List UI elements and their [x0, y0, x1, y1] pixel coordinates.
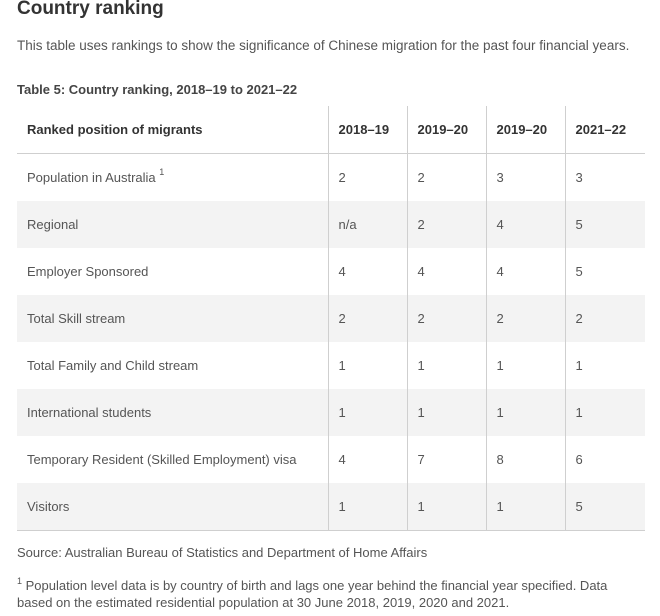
rank-value-cell: 2 — [327, 153, 407, 201]
rank-value-cell: 2 — [406, 153, 486, 201]
page-title: Country ranking — [17, 0, 164, 19]
intro-text: This table uses rankings to show the sig… — [17, 38, 630, 53]
rank-value-cell: 5 — [564, 201, 645, 248]
footnote: 1 Population level data is by country of… — [17, 576, 645, 611]
table-row: Total Skill stream 2 2 2 2 — [17, 295, 645, 342]
source-note: Source: Australian Bureau of Statistics … — [17, 545, 428, 560]
rank-value-cell: 4 — [406, 248, 486, 295]
rank-value-cell: 2 — [485, 295, 565, 342]
rank-value-cell: 1 — [564, 389, 645, 436]
rank-value-cell: 1 — [485, 483, 565, 531]
rank-value-cell: 1 — [485, 389, 565, 436]
table-row: Visitors 1 1 1 5 — [17, 483, 645, 531]
rank-value-cell: 7 — [406, 436, 486, 483]
rank-value-cell: 4 — [485, 201, 565, 248]
row-label: Population in Australia — [27, 170, 156, 185]
header-cell: 2021–22 — [564, 106, 645, 154]
rank-value-cell: 6 — [564, 436, 645, 483]
row-label-cell: Total Family and Child stream — [17, 342, 328, 389]
row-label: Total Family and Child stream — [27, 358, 199, 373]
rank-value-cell: 1 — [406, 389, 486, 436]
rank-value-cell: 5 — [564, 483, 645, 531]
row-label: Total Skill stream — [27, 311, 126, 326]
rank-value-cell: 2 — [406, 295, 486, 342]
rank-value-cell: 1 — [327, 342, 407, 389]
rank-value-cell: 1 — [327, 389, 407, 436]
table-header-row: Ranked position of migrants 2018–19 2019… — [17, 106, 645, 154]
rank-value-cell: 1 — [327, 483, 407, 531]
table-row: Total Family and Child stream 1 1 1 1 — [17, 342, 645, 389]
rank-value-cell: 1 — [406, 483, 486, 531]
rank-value-cell: 2 — [406, 201, 486, 248]
rank-value-cell: 4 — [327, 248, 407, 295]
table-row: International students 1 1 1 1 — [17, 389, 645, 436]
footnote-reference: 1 — [159, 167, 165, 177]
row-label: Regional — [27, 217, 79, 232]
table-body: Population in Australia 1 2 2 3 3 Regional n/a… — [17, 153, 645, 531]
row-label-cell: International students — [17, 389, 328, 436]
footnote-marker: 1 — [17, 576, 23, 586]
rank-value-cell: 1 — [485, 342, 565, 389]
header-cell: 2018–19 — [327, 106, 407, 154]
row-label-cell: Visitors — [17, 483, 328, 531]
rank-value-cell: 4 — [485, 248, 565, 295]
row-label-cell: Temporary Resident (Skilled Employment) … — [17, 436, 328, 483]
rank-value-cell: 3 — [485, 153, 565, 201]
rank-value-cell: 2 — [564, 295, 645, 342]
rank-value-cell: 3 — [564, 153, 645, 201]
row-label-cell: Employer Sponsored — [17, 248, 328, 295]
rank-value-cell: 2 — [327, 295, 407, 342]
rank-value-cell: 1 — [406, 342, 486, 389]
row-label: International students — [27, 405, 152, 420]
header-cell: Ranked position of migrants — [17, 106, 328, 154]
row-label: Temporary Resident (Skilled Employment) … — [27, 452, 297, 467]
rank-value-cell: 1 — [564, 342, 645, 389]
rank-value-cell: 5 — [564, 248, 645, 295]
rank-value-cell: 4 — [327, 436, 407, 483]
table-row: Temporary Resident (Skilled Employment) … — [17, 436, 645, 483]
row-label-cell: Regional — [17, 201, 328, 248]
rank-value-cell: n/a — [327, 201, 407, 248]
row-label-cell: Population in Australia 1 — [17, 154, 328, 202]
header-cell: 2019–20 — [406, 106, 486, 154]
row-label: Employer Sponsored — [27, 264, 149, 279]
table-row: Employer Sponsored 4 4 4 5 — [17, 248, 645, 295]
rank-value-cell: 8 — [485, 436, 565, 483]
table-row: Regional n/a 2 4 5 — [17, 201, 645, 248]
country-ranking-table: Ranked position of migrants 2018–19 2019… — [17, 106, 645, 531]
footnote-text: Population level data is by country of b… — [17, 578, 608, 610]
row-label: Visitors — [27, 499, 70, 514]
table-caption: Table 5: Country ranking, 2018–19 to 202… — [17, 82, 298, 97]
row-label-cell: Total Skill stream — [17, 295, 328, 342]
header-cell: 2019–20 — [485, 106, 565, 154]
